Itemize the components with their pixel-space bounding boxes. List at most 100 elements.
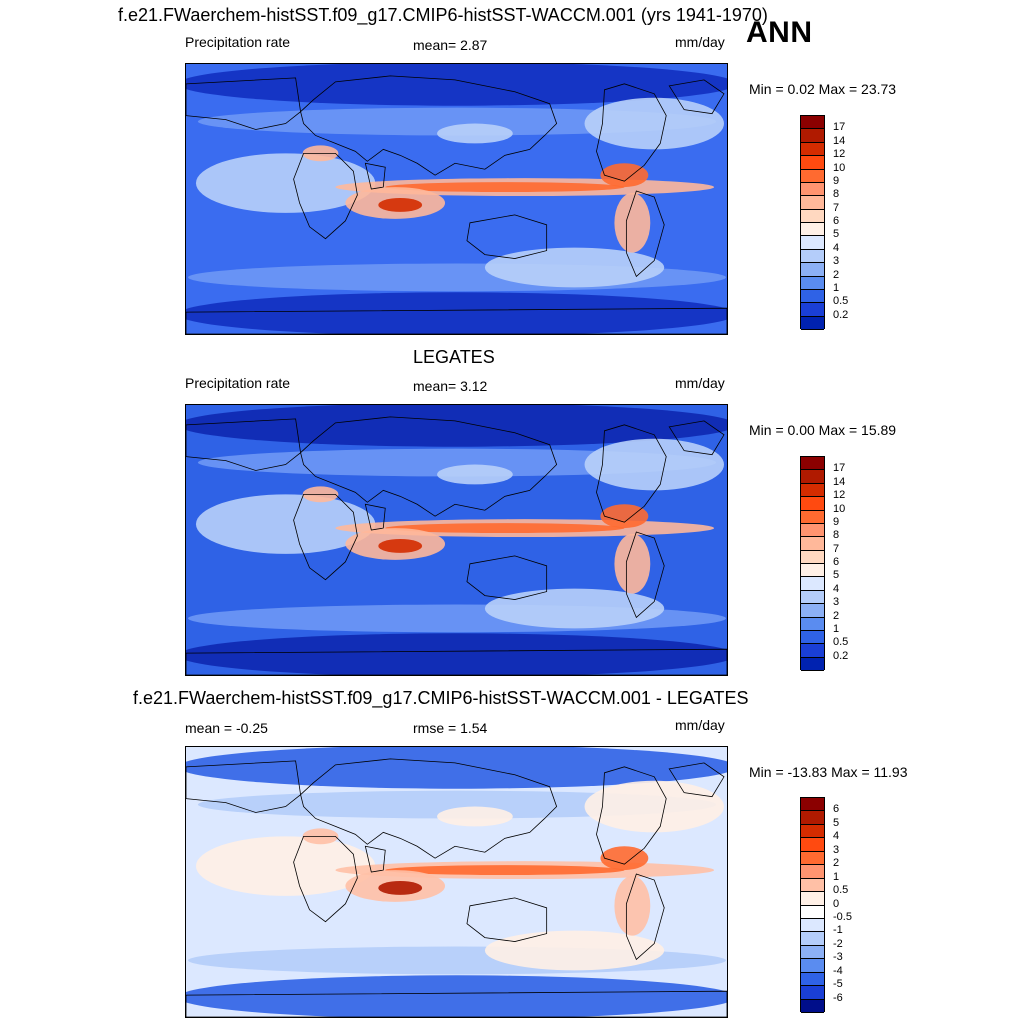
precip-region xyxy=(614,193,651,253)
precip-region xyxy=(195,836,376,896)
colorbar-tick-label: 6 xyxy=(833,803,840,816)
precip-region xyxy=(614,534,651,594)
coastline xyxy=(668,79,725,115)
colorbar-swatch xyxy=(801,999,824,1013)
colorbar-swatch xyxy=(801,116,824,130)
colorbar-swatch xyxy=(801,630,824,645)
colorbar-tick-label: 2 xyxy=(833,857,840,870)
colorbar-swatch xyxy=(801,316,824,330)
colorbar-tick-label: 2 xyxy=(833,268,840,281)
panel-1-mean: mean= 2.87 xyxy=(413,37,488,53)
panel-2-variable-label: Precipitation rate xyxy=(185,375,291,391)
colorbar-tick-label: -6 xyxy=(833,991,843,1004)
colorbar-swatch xyxy=(801,865,824,879)
colorbar-swatch xyxy=(801,824,824,839)
panel-2-title: LEGATES xyxy=(413,347,495,367)
colorbar-tick-label: 2 xyxy=(833,609,840,622)
precip-region xyxy=(385,865,625,876)
colorbar-swatch xyxy=(801,142,824,157)
colorbar-tick-label: 1 xyxy=(833,281,840,294)
precip-region xyxy=(378,539,423,553)
colorbar-swatch xyxy=(801,798,824,812)
colorbar-tick-label: 10 xyxy=(833,502,846,515)
coastline xyxy=(364,845,386,873)
coastline xyxy=(466,555,548,600)
colorbar-swatch xyxy=(801,617,824,631)
panel-1-variable-label: Precipitation rate xyxy=(185,34,291,50)
panel-1-title: f.e21.FWaerchem-histSST.f09_g17.CMIP6-hi… xyxy=(118,5,768,25)
colorbar-tick-label: 12 xyxy=(833,489,846,502)
colorbar-tick-label: 14 xyxy=(833,134,846,147)
colorbar-tick-label: 10 xyxy=(833,161,846,174)
precip-region xyxy=(584,97,725,150)
colorbar-tick-label: 9 xyxy=(833,515,840,528)
precip-region xyxy=(484,930,665,971)
colorbar-swatch xyxy=(801,550,824,564)
panel-3-colorbar xyxy=(800,797,825,1013)
colorbar-swatch xyxy=(801,959,824,973)
colorbar-tick-label: 0.2 xyxy=(833,308,849,321)
coastline xyxy=(625,531,665,619)
coastline xyxy=(186,77,302,130)
colorbar-tick-label: 6 xyxy=(833,556,840,568)
colorbar-tick-label: -2 xyxy=(833,937,843,950)
colorbar-swatch xyxy=(801,236,824,250)
colorbar-swatch xyxy=(801,972,824,987)
panel-1-units: mm/day xyxy=(675,34,725,50)
colorbar-tick-label: 7 xyxy=(833,542,840,555)
coastline xyxy=(668,420,725,456)
colorbar-tick-label: 5 xyxy=(833,228,840,241)
panel-1-colorbar xyxy=(800,115,825,330)
colorbar-tick-label: 3 xyxy=(833,596,840,609)
colorbar-swatch xyxy=(801,932,824,946)
season-label: ANN xyxy=(746,16,813,49)
colorbar-tick-label: -4 xyxy=(833,964,843,977)
colorbar-swatch xyxy=(801,497,824,511)
colorbar-swatch xyxy=(801,510,824,524)
colorbar-swatch xyxy=(801,537,824,551)
colorbar-swatch xyxy=(801,590,824,605)
colorbar-swatch xyxy=(801,918,824,933)
panel-2-mean: mean= 3.12 xyxy=(413,378,488,394)
map-field xyxy=(186,405,727,675)
coastline xyxy=(186,648,727,675)
colorbar-tick-label: 0.2 xyxy=(833,649,849,662)
panel-2-map xyxy=(185,404,728,676)
coastline xyxy=(364,503,386,531)
colorbar-swatch xyxy=(801,838,824,852)
coastline xyxy=(625,190,665,278)
colorbar-swatch xyxy=(801,604,824,618)
colorbar-tick-label: 0.5 xyxy=(833,295,849,308)
colorbar-tick-label: 6 xyxy=(833,215,840,227)
coastline xyxy=(596,424,667,523)
panel-3-units: mm/day xyxy=(675,717,725,733)
panel-3-title: f.e21.FWaerchem-histSST.f09_g17.CMIP6-hi… xyxy=(133,688,749,708)
colorbar-swatch xyxy=(801,223,824,237)
colorbar-swatch xyxy=(801,196,824,210)
colorbar-swatch xyxy=(801,289,824,304)
colorbar-swatch xyxy=(801,209,824,223)
colorbar-tick-label: -5 xyxy=(833,978,843,991)
coastline xyxy=(186,307,727,334)
coastline xyxy=(364,162,386,190)
precip-region xyxy=(437,123,513,144)
colorbar-tick-label: 8 xyxy=(833,188,840,201)
coastline xyxy=(186,990,727,1017)
colorbar-tick-label: 14 xyxy=(833,475,846,488)
map-field xyxy=(186,64,727,334)
panel-2-minmax: Min = 0.00 Max = 15.89 xyxy=(749,422,897,438)
colorbar-swatch xyxy=(801,457,824,471)
colorbar-swatch xyxy=(801,523,824,538)
coastline xyxy=(293,835,358,923)
colorbar-swatch xyxy=(801,276,824,290)
precip-region xyxy=(584,438,725,491)
panel-3-rmse: rmse = 1.54 xyxy=(413,720,488,736)
panel-2-units: mm/day xyxy=(675,375,725,391)
coastline xyxy=(293,152,358,240)
colorbar-swatch xyxy=(801,564,824,578)
coastline xyxy=(625,873,665,961)
coastline xyxy=(300,758,558,859)
colorbar-swatch xyxy=(801,644,824,658)
precip-region xyxy=(437,464,513,485)
colorbar-swatch xyxy=(801,156,824,170)
